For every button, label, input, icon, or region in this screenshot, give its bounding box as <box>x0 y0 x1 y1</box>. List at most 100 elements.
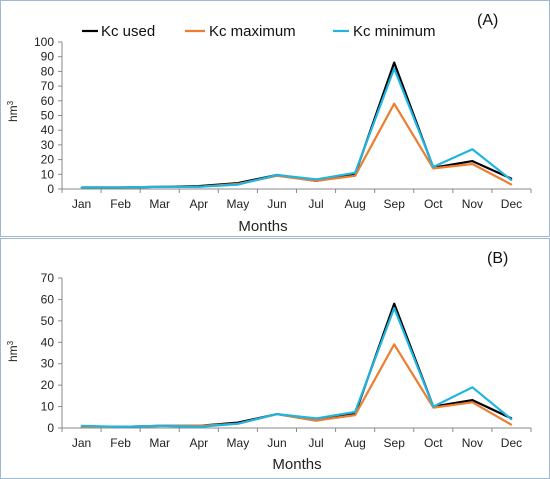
panel-b-label: (B) <box>487 250 508 267</box>
panel-a-x-tick-label-apr: Apr <box>189 197 208 211</box>
panel-b-x-tick-label-feb: Feb <box>110 436 131 450</box>
panel-b-point-kc-minimum-sep <box>393 307 396 309</box>
panel-b-x-tick-label-aug: Aug <box>344 436 365 450</box>
panel-b-y-tick-label: 0 <box>47 421 54 435</box>
panel-a-x-tick-label-feb: Feb <box>110 197 131 211</box>
panel-a-point-kc-maximum-sep <box>393 102 396 105</box>
panel-b-plot: 0 10 20 30 40 50 60 70 Jan Feb Mar Apr May Jun Jul Aug S… <box>41 271 532 450</box>
panel-b-point-kc-minimum-nov <box>471 386 474 389</box>
panel-a-point-kc-minimum-feb <box>119 186 122 189</box>
panel-a-x-tick-label-jun: Jun <box>267 197 286 211</box>
panel-a-y-tick-label: 40 <box>41 123 55 137</box>
panel-a-x-tick-label-may: May <box>227 197 250 211</box>
panel-a-point-kc-maximum-jul <box>315 180 317 182</box>
panel-a-point-kc-minimum-nov <box>471 148 474 151</box>
panel-b-point-kc-maximum-jul <box>315 419 317 422</box>
panel-b-y-tick-label: 50 <box>41 314 55 328</box>
panel-a-series-line-kc-maximum <box>81 102 513 189</box>
panel-b-point-kc-maximum-aug <box>354 414 356 416</box>
panel-b-series-line-kc-minimum <box>81 306 513 428</box>
panel-a-series-line-kc-minimum <box>81 67 513 189</box>
panel-a-label: (A) <box>477 12 498 29</box>
panel-a-point-kc-minimum-may <box>237 183 239 186</box>
panel-b-point-kc-maximum-dec <box>510 423 513 426</box>
panel-a-point-kc-minimum-mar <box>158 185 161 188</box>
legend: Kc used Kc maximum Kc minimum <box>82 23 436 40</box>
panel-b-x-tick-label-dec: Dec <box>501 436 522 450</box>
panel-a-point-kc-minimum-jun <box>276 174 278 176</box>
panel-b-series-line-kc-used <box>81 302 512 428</box>
panel-a-point-kc-minimum-aug <box>354 172 356 174</box>
panel-a-x-tick-label-nov: Nov <box>462 197 483 211</box>
panel-a-point-kc-used-sep <box>393 61 396 64</box>
panel-b-y-tick-label: 20 <box>41 378 55 392</box>
panel-b-point-kc-minimum-jan <box>80 425 83 427</box>
panel-b-point-kc-minimum-dec <box>510 418 513 421</box>
panel-a-point-kc-maximum-dec <box>510 183 513 186</box>
panel-b-x-tick-label-jan: Jan <box>72 436 91 450</box>
panel-a-x-tick-label-sep: Sep <box>384 197 406 211</box>
panel-b-point-kc-maximum-sep <box>393 343 396 346</box>
panel-b-point-kc-used-sep <box>393 302 396 305</box>
panel-a-y-tick-label: 70 <box>41 79 55 93</box>
panel-a-x-tick-label-aug: Aug <box>344 197 365 211</box>
panel-a-y-tick-label: 100 <box>34 35 54 49</box>
panel-a-x-tick-label-oct: Oct <box>424 197 443 211</box>
panel-b-point-kc-used-nov <box>471 399 474 401</box>
panel-a-point-kc-minimum-jan <box>80 186 83 189</box>
panel-b-point-kc-maximum-nov <box>471 401 474 404</box>
panel-b-y-tick-label: 70 <box>41 271 55 285</box>
panel-b-y-tick-label: 10 <box>41 400 55 414</box>
panel-b-point-kc-minimum-oct <box>432 405 435 408</box>
panel-a-y-tick-label: 50 <box>41 109 55 123</box>
panel-b-y-tick-label: 60 <box>41 292 55 306</box>
panel-a-point-kc-minimum-apr <box>197 185 200 188</box>
panel-b-point-kc-minimum-jul <box>315 417 317 420</box>
panel-a-point-kc-minimum-jul <box>315 178 317 181</box>
panel-a-y-axis-title: hm3 <box>6 100 21 122</box>
panel-a-x-tick-label-jan: Jan <box>72 197 91 211</box>
panel-a-x-tick-label-mar: Mar <box>149 197 170 211</box>
panel-a-y-tick-label: 30 <box>41 138 55 152</box>
panel-b-point-kc-minimum-jun <box>276 413 278 415</box>
panel-b-x-tick-label-jul: Jul <box>308 436 323 450</box>
panel-b-point-kc-minimum-feb <box>119 426 122 428</box>
panel-a-y-tick-label: 60 <box>41 94 55 108</box>
panel-b-y-axis-title: hm3 <box>6 340 21 362</box>
panel-b-x-tick-label-sep: Sep <box>384 436 406 450</box>
panel-a-x-tick-label-dec: Dec <box>501 197 522 211</box>
panel-a-point-kc-maximum-oct <box>432 167 435 170</box>
panel-b-x-axis-title: Months <box>272 456 321 473</box>
legend-label-kc-maximum: Kc maximum <box>209 23 296 40</box>
legend-label-kc-minimum: Kc minimum <box>353 23 436 40</box>
panel-a-series-line-kc-used <box>81 61 512 189</box>
panel-b-x-tick-label-jun: Jun <box>267 436 286 450</box>
panel-b-x-tick-label-may: May <box>227 436 250 450</box>
panel-a-y-tick-label: 80 <box>41 64 55 78</box>
panel-b-x-tick-label-mar: Mar <box>149 436 170 450</box>
panel-b-x-tick-label-oct: Oct <box>424 436 443 450</box>
panel-a-x-axis-title: Months <box>238 218 287 235</box>
panel-a-point-kc-minimum-sep <box>393 67 396 70</box>
panel-a-y-tick-label: 20 <box>41 153 55 167</box>
panel-b-point-kc-minimum-mar <box>158 425 161 427</box>
panel-b-series-line-kc-maximum <box>81 343 513 428</box>
panel-a-x-tick-label-jul: Jul <box>308 197 323 211</box>
panel-b-x-tick-label-apr: Apr <box>189 436 208 450</box>
panel-a-y-tick-label: 0 <box>47 182 54 196</box>
panel-b-point-kc-minimum-may <box>237 422 239 425</box>
panel-a-y-tick-label: 90 <box>41 50 55 64</box>
panel-a-point-kc-maximum-aug <box>354 174 356 177</box>
legend-label-kc-used: Kc used <box>101 23 155 40</box>
panel-b-y-tick-label: 40 <box>41 335 55 349</box>
panel-a-point-kc-minimum-dec <box>510 179 513 181</box>
panel-b-point-kc-minimum-aug <box>354 411 356 413</box>
panel-a-point-kc-maximum-nov <box>471 163 474 165</box>
panel-a-y-tick-label: 10 <box>41 167 55 181</box>
panel-b-y-tick-label: 30 <box>41 357 55 371</box>
panel-b-x-tick-label-nov: Nov <box>462 436 483 450</box>
panel-a-point-kc-minimum-oct <box>432 166 435 168</box>
